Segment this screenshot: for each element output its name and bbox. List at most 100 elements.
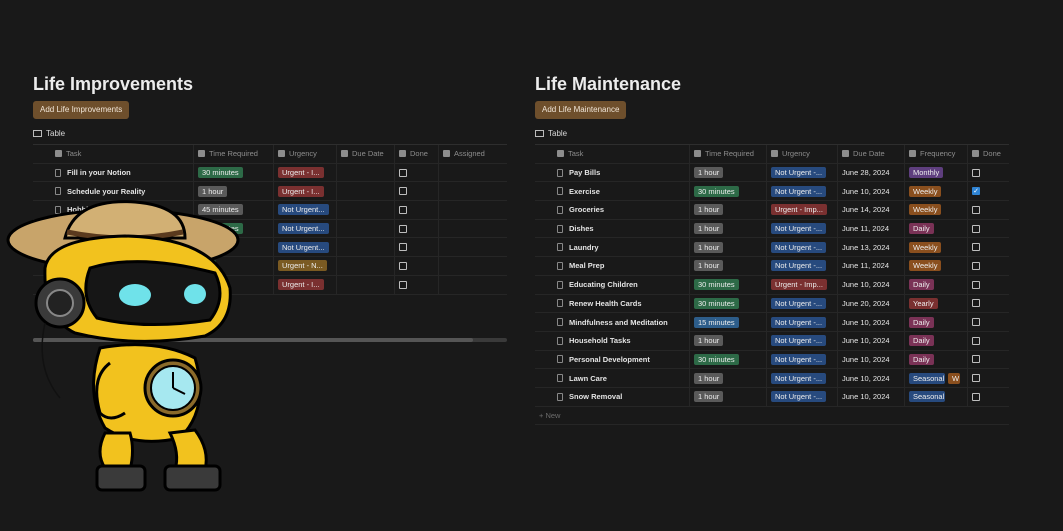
table-row[interactable]: Household Tasks 1 hour Not Urgent -... June… — [535, 331, 1009, 351]
table-row[interactable]: Mindfulness and Meditation 15 minutes Not … — [535, 313, 1009, 332]
table-row[interactable]: Snow Removal 1 hour Not Urgent -... June 10… — [535, 387, 1009, 407]
cell-done[interactable] — [399, 220, 407, 238]
table-row[interactable]: Educating Children 30 minutes Urgent - Imp… — [535, 275, 1009, 295]
done-checkbox[interactable] — [972, 336, 980, 345]
table-row[interactable]: Dishes 1 hour Not Urgent -... June 11, 2024… — [535, 219, 1009, 239]
add-life-maintenance-button[interactable]: Add Life Maintenance — [535, 101, 627, 119]
cell-freq: Weekly — [909, 257, 942, 275]
task-name[interactable]: Personal Development — [569, 354, 650, 364]
header-due[interactable]: Due Date — [341, 145, 384, 163]
task-name[interactable]: Pay Bills — [569, 168, 601, 178]
cell-done[interactable] — [399, 182, 407, 200]
done-checkbox[interactable] — [972, 261, 980, 270]
header-due[interactable]: Due Date — [842, 145, 885, 163]
new-row-button[interactable]: + New — [535, 407, 1009, 425]
table-row[interactable]: Pay Bills 1 hour Not Urgent -... June 28, 2… — [535, 163, 1009, 183]
done-checkbox[interactable] — [972, 374, 980, 383]
table-row[interactable]: Meal Prep 1 hour Not Urgent -... June 11, 2… — [535, 257, 1009, 276]
done-checkbox[interactable] — [972, 187, 980, 196]
cell-done[interactable] — [972, 351, 980, 369]
column-divider — [904, 294, 905, 313]
cell-done[interactable] — [972, 369, 980, 387]
done-checkbox[interactable] — [399, 243, 407, 252]
header-done[interactable]: Done — [399, 145, 428, 163]
cell-done[interactable] — [399, 257, 407, 275]
done-checkbox[interactable] — [972, 205, 980, 214]
table-row[interactable]: Not Urgent... — [33, 238, 507, 258]
cell-done[interactable] — [972, 164, 980, 182]
done-checkbox[interactable] — [972, 318, 980, 327]
add-life-improvements-button[interactable]: Add Life Improvements — [33, 101, 130, 119]
task-name[interactable]: Groceries — [569, 205, 605, 215]
cell-due: June 10, 2024 — [842, 276, 890, 294]
task-name[interactable]: Meal Prep — [569, 261, 605, 271]
done-checkbox[interactable] — [972, 224, 980, 233]
done-checkbox[interactable] — [972, 243, 980, 252]
table-row[interactable]: Schedule your Reality 1 hour Urgent - I... — [33, 182, 507, 202]
header-task[interactable]: Task — [557, 145, 583, 163]
task-name[interactable]: Laundry — [569, 242, 599, 252]
done-checkbox[interactable] — [399, 261, 407, 270]
done-checkbox[interactable] — [972, 168, 980, 177]
task-name[interactable]: Exercise — [569, 186, 600, 196]
cell-done[interactable] — [972, 332, 980, 350]
done-checkbox[interactable] — [399, 168, 407, 177]
done-checkbox[interactable] — [399, 187, 407, 196]
table-row[interactable]: Exercise 30 minutes Not Urgent -... June 10… — [535, 182, 1009, 202]
header-done[interactable]: Done — [972, 145, 1001, 163]
task-name[interactable]: Fill in your Notion — [67, 168, 131, 178]
header-freq[interactable]: Frequency — [909, 145, 955, 163]
header-task[interactable]: Task — [55, 145, 81, 163]
cell-due: June 28, 2024 — [842, 164, 890, 182]
done-checkbox[interactable] — [972, 280, 980, 289]
done-checkbox[interactable] — [399, 224, 407, 233]
header-assigned[interactable]: Assigned — [443, 145, 485, 163]
table-view-tab[interactable]: Table — [33, 128, 507, 140]
table-view-tab[interactable]: Table — [535, 128, 1009, 140]
table-row[interactable]: Personal Development 30 minutes Not Urgent… — [535, 350, 1009, 370]
cell-done[interactable] — [972, 238, 980, 256]
task-name[interactable]: Household Tasks — [569, 336, 631, 346]
cell-done[interactable] — [972, 257, 980, 275]
column-divider — [837, 182, 838, 201]
header-urgency[interactable]: Urgency — [771, 145, 810, 163]
task-name[interactable]: Lawn Care — [569, 373, 607, 383]
table-row[interactable]: Groceries 1 hour Urgent - Imp... June 14, 2… — [535, 201, 1009, 220]
done-checkbox[interactable] — [972, 299, 980, 308]
cell-done[interactable] — [972, 201, 980, 219]
table-row[interactable]: Fill in your Notion 30 minutes Urgent - I.… — [33, 163, 507, 183]
column-divider — [336, 182, 337, 201]
task-name[interactable]: Hobbi — [67, 205, 89, 215]
due-date: June 10, 2024 — [842, 317, 890, 327]
task-name[interactable]: Dishes — [569, 224, 594, 234]
cell-done[interactable] — [972, 182, 980, 200]
cell-done[interactable] — [972, 295, 980, 313]
table-row[interactable]: Lawn Care 1 hour Not Urgent -... June 10, 2… — [535, 369, 1009, 388]
task-name[interactable]: Mindfulness and Meditation — [569, 317, 668, 327]
table-row[interactable]: Renew Health Cards 30 minutes Not Urgent -… — [535, 294, 1009, 314]
cell-done[interactable] — [399, 238, 407, 256]
task-name[interactable]: Renew Health Cards — [569, 298, 642, 308]
header-time[interactable]: Time Required — [198, 145, 258, 163]
done-checkbox[interactable] — [972, 355, 980, 364]
table-row[interactable]: Laundry 1 hour Not Urgent -... June 13, 202… — [535, 238, 1009, 258]
done-checkbox[interactable] — [972, 392, 980, 401]
cell-done[interactable] — [972, 276, 980, 294]
task-name[interactable]: Snow Removal — [569, 392, 623, 402]
cell-done[interactable] — [399, 201, 407, 219]
cell-done[interactable] — [972, 313, 980, 331]
header-time[interactable]: Time Required — [694, 145, 754, 163]
cell-done[interactable] — [972, 388, 980, 406]
task-name[interactable]: Schedule your Reality — [67, 186, 146, 196]
table-row[interactable]: Hobbi 45 minutes Not Urgent... — [33, 201, 507, 220]
cell-done[interactable] — [399, 276, 407, 294]
done-checkbox[interactable] — [399, 280, 407, 289]
cell-done[interactable] — [972, 220, 980, 238]
task-name[interactable]: Educating Children — [569, 280, 638, 290]
done-checkbox[interactable] — [399, 205, 407, 214]
cell-done[interactable] — [399, 164, 407, 182]
header-urgency[interactable]: Urgency — [278, 145, 317, 163]
cell-freq: Seasonal W — [909, 369, 960, 387]
cell-urgency: Not Urgent -... — [771, 388, 827, 406]
column-divider — [904, 163, 905, 182]
